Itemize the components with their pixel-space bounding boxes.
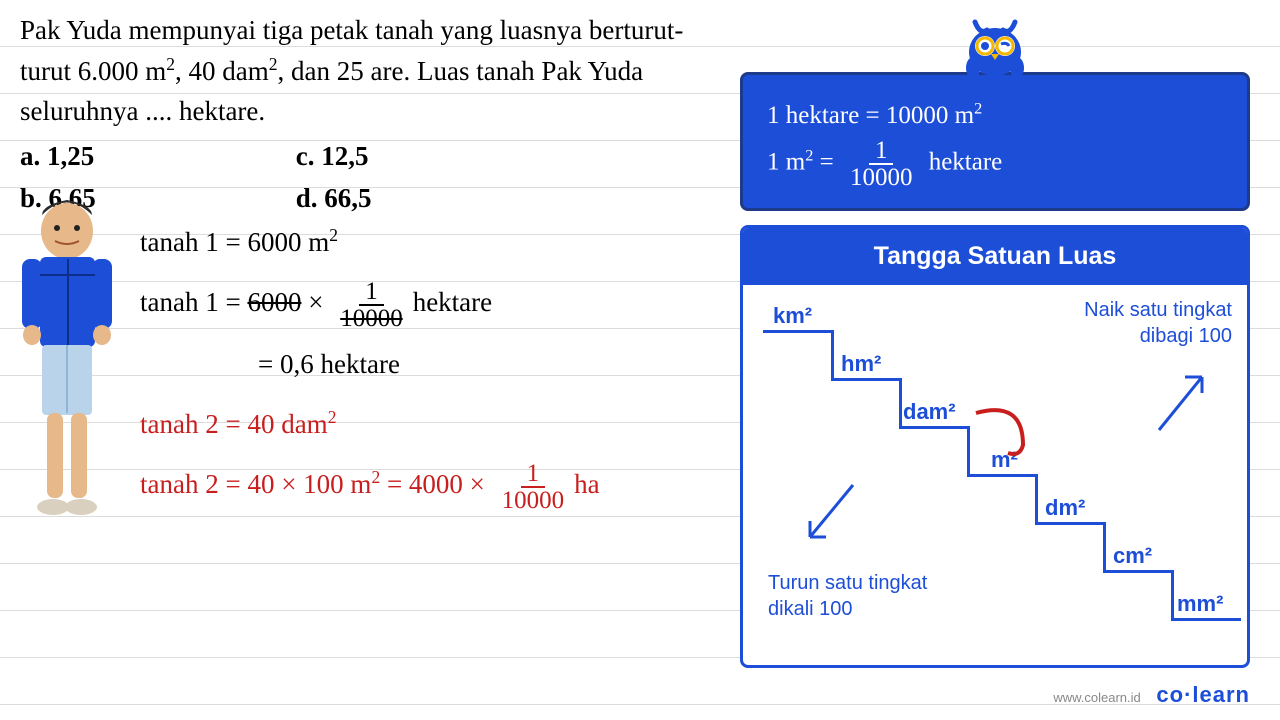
option-c: c. 12,5 bbox=[296, 136, 372, 177]
stairs-card: Tangga Satuan Luas km² hm² dam² bbox=[740, 225, 1250, 668]
question-text: Pak Yuda mempunyai tiga petak tanah yang… bbox=[20, 15, 683, 126]
work-line-1: tanah 1 = 6000 m2 bbox=[140, 215, 600, 269]
option-d: d. 66,5 bbox=[296, 178, 372, 219]
red-curve-icon bbox=[968, 395, 1038, 475]
unit-hm2: hm² bbox=[841, 351, 881, 377]
down-label: Turun satu tingkatdikali 100 bbox=[768, 570, 927, 622]
work-line-2: tanah 1 = 6000 × 110000hektare bbox=[140, 275, 600, 331]
conv-line-2: 1 m2 = 110000 hektare bbox=[767, 138, 1223, 190]
watermark: www.colearn.id co·learn bbox=[1053, 682, 1250, 708]
brand-logo: co·learn bbox=[1156, 682, 1250, 707]
arrow-up-icon bbox=[1147, 365, 1217, 445]
arrow-down-icon bbox=[798, 475, 868, 555]
conversion-box: 1 hektare = 10000 m2 1 m2 = 110000 hekta… bbox=[740, 72, 1250, 211]
question-block: Pak Yuda mempunyai tiga petak tanah yang… bbox=[20, 10, 720, 219]
unit-dm2: dm² bbox=[1045, 495, 1085, 521]
option-a: a. 1,25 bbox=[20, 136, 96, 177]
unit-km2: km² bbox=[773, 303, 812, 329]
up-label: Naik satu tingkatdibagi 100 bbox=[1084, 297, 1232, 349]
conv-line-1: 1 hektare = 10000 m2 bbox=[767, 93, 1223, 138]
stairs-diagram: km² hm² dam² m² dm² cm² mm² bbox=[743, 285, 1247, 665]
man-illustration bbox=[10, 195, 125, 545]
frac-red-1-10000: 110000 bbox=[496, 461, 571, 513]
sidebar-panel: 1 hektare = 10000 m2 1 m2 = 110000 hekta… bbox=[740, 30, 1250, 668]
frac-1-10000: 110000 bbox=[334, 279, 409, 331]
stairs-title: Tangga Satuan Luas bbox=[743, 228, 1247, 285]
unit-mm2: mm² bbox=[1177, 591, 1223, 617]
brand-url: www.colearn.id bbox=[1053, 690, 1140, 705]
work-line-4: tanah 2 = 40 dam2 bbox=[140, 397, 600, 451]
working-area: tanah 1 = 6000 m2 tanah 1 = 6000 × 11000… bbox=[140, 215, 600, 519]
strike-6000: 6000 bbox=[247, 287, 301, 317]
unit-cm2: cm² bbox=[1113, 543, 1152, 569]
work-line-3: = 0,6 hektare bbox=[140, 337, 600, 391]
options-row: a. 1,25 b. 6,65 c. 12,5 d. 66,5 bbox=[20, 136, 720, 219]
unit-dam2: dam² bbox=[903, 399, 956, 425]
owl-mascot-icon bbox=[955, 10, 1035, 85]
work-line-5: tanah 2 = 40 × 100 m2 = 4000 × 110000ha bbox=[140, 457, 600, 513]
